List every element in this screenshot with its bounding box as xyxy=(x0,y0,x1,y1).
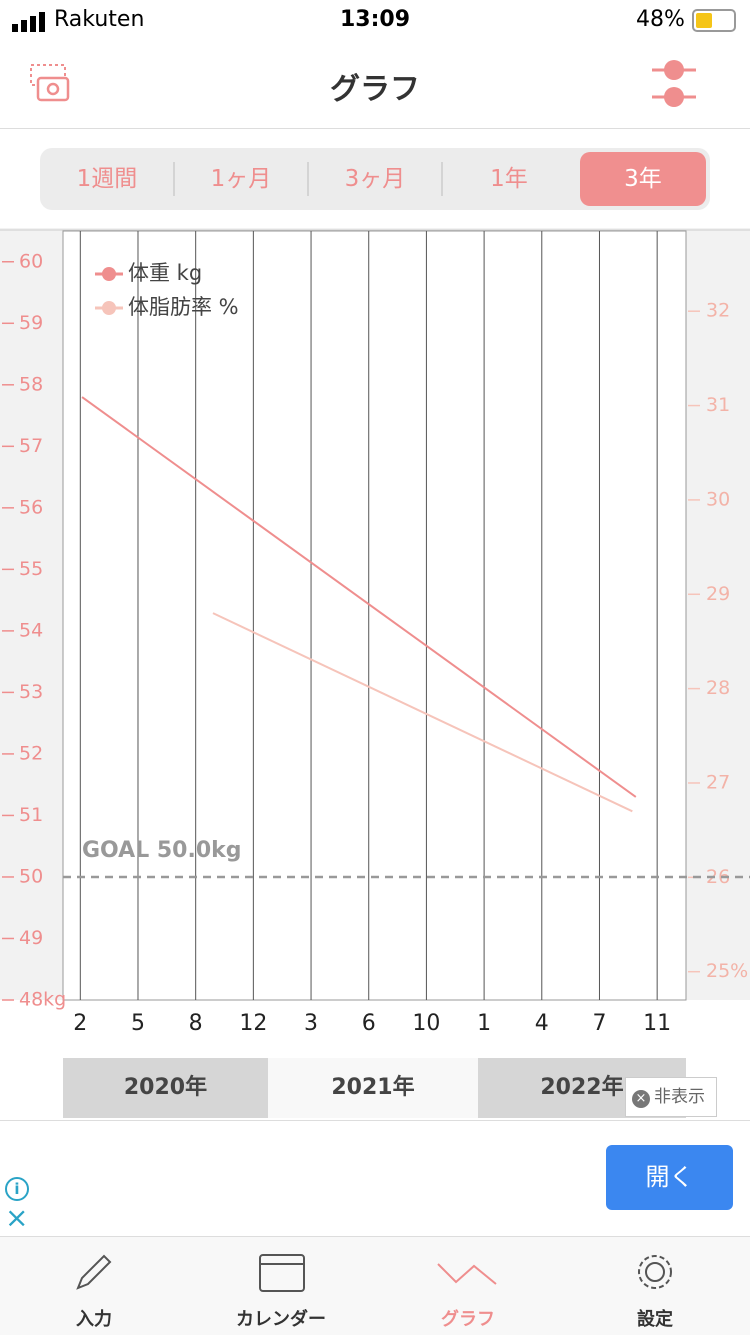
tab-bar-item[interactable]: 入力 xyxy=(76,1309,112,1330)
period-tab[interactable]: 1年 xyxy=(490,166,528,192)
ad-hide-label: 非表示 xyxy=(654,1087,705,1107)
x-tick-label: 6 xyxy=(362,1011,376,1036)
x-tick-label: 12 xyxy=(239,1011,267,1036)
y2-tick-label: 29 xyxy=(706,583,730,605)
y-tick-label: 59 xyxy=(19,312,43,334)
y-tick-label: 51 xyxy=(19,804,43,826)
year-label: 2022年 xyxy=(540,1074,623,1100)
period-tab[interactable]: 3ヶ月 xyxy=(344,166,406,192)
goal-annotation: GOAL 50.0kg xyxy=(82,838,242,863)
ad-area xyxy=(0,1120,750,1237)
tab-bar xyxy=(0,1236,750,1335)
period-tab[interactable]: 1ヶ月 xyxy=(210,166,272,192)
y-tick-label: 53 xyxy=(19,681,43,703)
y-tick-label: 56 xyxy=(19,496,43,518)
tab-bar-item[interactable]: カレンダー xyxy=(236,1309,326,1330)
tab-separator xyxy=(173,162,175,196)
year-label: 2020年 xyxy=(124,1074,207,1100)
x-tick-label: 11 xyxy=(643,1011,671,1036)
y-tick-label: 55 xyxy=(19,558,43,580)
year-band xyxy=(268,1058,478,1118)
chart: 2 5 8 12 3 6 10 1 4 7 1148kg4950515253545556575859… xyxy=(0,228,750,1118)
header-title: グラフ xyxy=(330,72,420,107)
y-tick-label: 60 xyxy=(19,250,43,272)
carrier: Rakuten xyxy=(54,7,145,32)
period-tab[interactable]: 1週間 xyxy=(76,166,138,192)
legend-marker xyxy=(102,301,116,315)
y-tick-label: 50 xyxy=(19,865,43,887)
x-tick-label: 7 xyxy=(592,1011,606,1036)
period-tab[interactable]: 3年 xyxy=(580,152,706,206)
y2-tick-label: 31 xyxy=(706,394,730,416)
ad-open-button[interactable]: 開く xyxy=(606,1145,733,1210)
ad-close[interactable]: × xyxy=(5,1201,29,1234)
photo-button[interactable] xyxy=(30,64,70,106)
x-tick-label: 10 xyxy=(412,1011,440,1036)
y-tick-label: 49 xyxy=(19,927,43,949)
x-tick-label: 5 xyxy=(131,1011,145,1036)
tab-icons xyxy=(76,1254,672,1292)
y2-tick-label: 32 xyxy=(706,300,730,322)
legend-label: 体重 kg xyxy=(128,261,202,285)
tab-bar-item[interactable]: グラフ xyxy=(441,1309,495,1330)
y-tick-label: 57 xyxy=(19,435,43,457)
series-line xyxy=(212,612,633,813)
year-label: 2021年 xyxy=(331,1074,414,1100)
y2-tick-label: 30 xyxy=(706,488,730,510)
x-tick-label: 8 xyxy=(189,1011,203,1036)
clock: 13:09 xyxy=(339,7,411,32)
tab-bar-item[interactable]: 設定 xyxy=(637,1309,673,1330)
battery-icon xyxy=(692,9,736,32)
x-tick-label: 1 xyxy=(477,1011,491,1036)
x-tick-label: 2 xyxy=(73,1011,87,1036)
x-tick-label: 4 xyxy=(535,1011,549,1036)
tab-separator xyxy=(307,162,309,196)
period-tabs: 1週間 1ヶ月 3ヶ月 1年 3年 xyxy=(40,148,710,210)
legend-label: 体脂肪率 % xyxy=(128,295,239,319)
y-tick-label: 52 xyxy=(19,742,43,764)
ad-info[interactable]: i xyxy=(5,1177,29,1201)
y2-tick-label: 28 xyxy=(706,677,730,699)
battery-text: 48% xyxy=(636,7,685,32)
y-tick-label: 48kg xyxy=(19,989,66,1011)
signal xyxy=(12,12,52,36)
ad-hide-button[interactable]: × 非表示 xyxy=(625,1077,717,1117)
series-line xyxy=(81,396,637,798)
y-tick-label: 54 xyxy=(19,619,43,641)
legend-marker xyxy=(102,267,116,281)
x-tick-label: 3 xyxy=(304,1011,318,1036)
year-band xyxy=(63,1058,268,1118)
tab-separator xyxy=(441,162,443,196)
y2-tick-label: 27 xyxy=(706,771,730,793)
y2-tick-label: 26 xyxy=(706,866,730,888)
y-tick-label: 58 xyxy=(19,373,43,395)
settings-slider-button[interactable] xyxy=(652,60,696,112)
header xyxy=(0,40,750,129)
y2-tick-label: 25% xyxy=(706,960,748,982)
